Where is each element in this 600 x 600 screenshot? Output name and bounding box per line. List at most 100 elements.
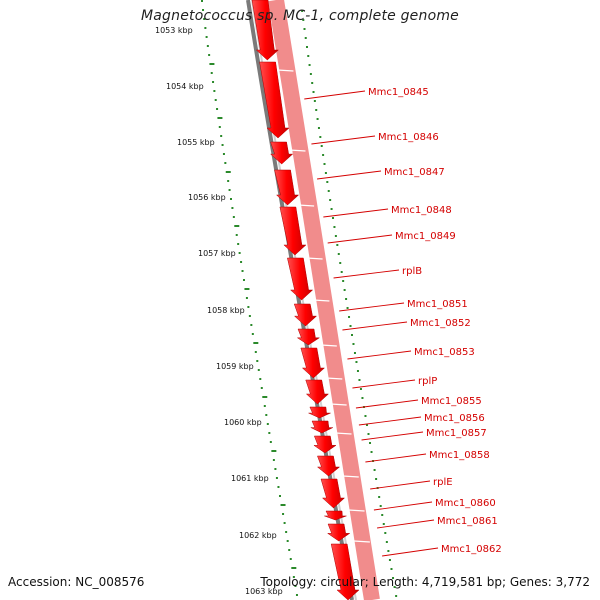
ruler-dot-outer bbox=[329, 199, 332, 201]
gene-label[interactable]: Mmc1_0862 bbox=[441, 544, 502, 555]
leader-line bbox=[358, 416, 422, 426]
gene-arrow[interactable] bbox=[251, 0, 279, 61]
ruler-dot-outer bbox=[311, 82, 314, 84]
gene-arrow[interactable] bbox=[316, 455, 341, 477]
gene-arrow[interactable] bbox=[300, 347, 326, 379]
gene-label[interactable]: Mmc1_0856 bbox=[424, 413, 485, 424]
ruler-dot bbox=[232, 216, 235, 218]
ruler-dot bbox=[240, 261, 243, 263]
gene-arrow[interactable] bbox=[324, 510, 347, 521]
gene-arrow[interactable] bbox=[270, 141, 294, 165]
ruler-tick-label: 1057 kbp bbox=[198, 249, 236, 258]
gene-arrow[interactable] bbox=[296, 328, 321, 346]
gene-arrow[interactable] bbox=[293, 303, 318, 327]
gene-arrow[interactable] bbox=[330, 543, 360, 600]
ruler-dot bbox=[244, 288, 250, 290]
gene-label[interactable]: Mmc1_0853 bbox=[414, 347, 475, 358]
ruler-dot bbox=[237, 243, 240, 245]
ruler-dot bbox=[212, 81, 215, 83]
gene-label[interactable]: Mmc1_0858 bbox=[429, 450, 490, 461]
ruler-dot-outer bbox=[385, 541, 388, 543]
gene-label[interactable]: rplP bbox=[418, 376, 437, 387]
ruler-dot bbox=[268, 432, 271, 434]
gene-arrow[interactable] bbox=[308, 406, 331, 419]
gene-arrow[interactable] bbox=[259, 61, 290, 139]
leader-line bbox=[304, 90, 366, 100]
ruler-dot bbox=[280, 504, 286, 506]
gene-arrow[interactable] bbox=[305, 379, 330, 405]
ruler-dot-outer bbox=[356, 370, 359, 372]
ruler-dot-outer bbox=[379, 505, 382, 507]
ruler-dot-outer bbox=[392, 577, 395, 579]
gene-label[interactable]: Mmc1_0846 bbox=[378, 132, 439, 143]
leader-line bbox=[311, 135, 376, 145]
track-divider bbox=[289, 149, 306, 152]
ruler-dot-outer bbox=[340, 271, 343, 273]
ruler-dot bbox=[217, 117, 223, 119]
ruler-dot bbox=[286, 540, 289, 542]
gene-label[interactable]: Mmc1_0861 bbox=[437, 516, 498, 527]
ruler-dot-outer bbox=[309, 73, 312, 75]
ruler-dot bbox=[275, 477, 278, 479]
ruler-dot bbox=[254, 351, 257, 353]
gene-arrow[interactable] bbox=[326, 523, 351, 542]
gene-label[interactable]: Mmc1_0848 bbox=[391, 205, 452, 216]
track-divider bbox=[306, 257, 323, 260]
leader-line bbox=[333, 269, 400, 279]
gene-label[interactable]: rplE bbox=[433, 477, 453, 488]
ruler-dot bbox=[241, 270, 244, 272]
ruler-dot-outer bbox=[367, 433, 370, 435]
gene-label[interactable]: Mmc1_0845 bbox=[368, 87, 429, 98]
ruler-dot-outer bbox=[316, 118, 319, 120]
ruler-dot-outer bbox=[322, 154, 325, 156]
leader-line bbox=[382, 547, 439, 557]
gene-label[interactable]: Mmc1_0849 bbox=[395, 231, 456, 242]
ruler-dot bbox=[283, 522, 286, 524]
gene-arrow[interactable] bbox=[313, 435, 337, 454]
gene-label[interactable]: Mmc1_0847 bbox=[384, 167, 445, 178]
leader-line bbox=[352, 379, 416, 389]
gene-label[interactable]: Mmc1_0851 bbox=[407, 299, 468, 310]
ruler-dot bbox=[266, 423, 269, 425]
gene-arrow[interactable] bbox=[279, 206, 307, 256]
gene-label[interactable]: rplB bbox=[402, 266, 422, 277]
leader-line bbox=[327, 234, 393, 244]
ruler-tick-label: 1058 kbp bbox=[207, 306, 245, 315]
gene-label[interactable]: Mmc1_0855 bbox=[421, 396, 482, 407]
ruler-dot bbox=[234, 225, 240, 227]
ruler-dot bbox=[231, 207, 234, 209]
ruler-dot-outer bbox=[395, 595, 398, 597]
ruler-dot-outer bbox=[378, 496, 381, 498]
ruler-dot bbox=[235, 234, 238, 236]
ruler-dot-outer bbox=[317, 127, 320, 129]
gene-arrow[interactable] bbox=[310, 420, 333, 434]
gene-label[interactable]: Mmc1_0852 bbox=[410, 318, 471, 329]
track-divider bbox=[335, 432, 352, 435]
gene-leader-lines bbox=[304, 90, 439, 557]
ruler-dot-outer bbox=[369, 442, 372, 444]
ruler-dot bbox=[224, 162, 227, 164]
ruler-dot bbox=[253, 342, 259, 344]
leader-line bbox=[361, 431, 424, 441]
ruler-tick-label: 1061 kbp bbox=[231, 474, 269, 483]
gene-track-dividers bbox=[277, 69, 370, 543]
gene-arrow[interactable] bbox=[274, 169, 300, 206]
track-divider bbox=[326, 377, 343, 380]
gene-label[interactable]: Mmc1_0857 bbox=[426, 428, 487, 439]
track-divider bbox=[298, 204, 315, 207]
gene-arrow[interactable] bbox=[287, 257, 314, 301]
ruler-dot-outer bbox=[352, 343, 355, 345]
gene-arrow[interactable] bbox=[320, 478, 346, 509]
leader-line bbox=[342, 321, 408, 331]
gene-label[interactable]: Mmc1_0860 bbox=[435, 498, 496, 509]
track-divider bbox=[348, 509, 365, 512]
ruler-dot bbox=[222, 153, 225, 155]
leader-line bbox=[365, 453, 427, 463]
ruler-dot-outer bbox=[307, 55, 310, 57]
gene-arrows bbox=[251, 0, 360, 600]
ruler-dot-outer bbox=[353, 352, 356, 354]
ruler-dot bbox=[262, 396, 268, 398]
ruler-dot bbox=[294, 585, 297, 587]
ruler-dot-outer bbox=[342, 280, 345, 282]
